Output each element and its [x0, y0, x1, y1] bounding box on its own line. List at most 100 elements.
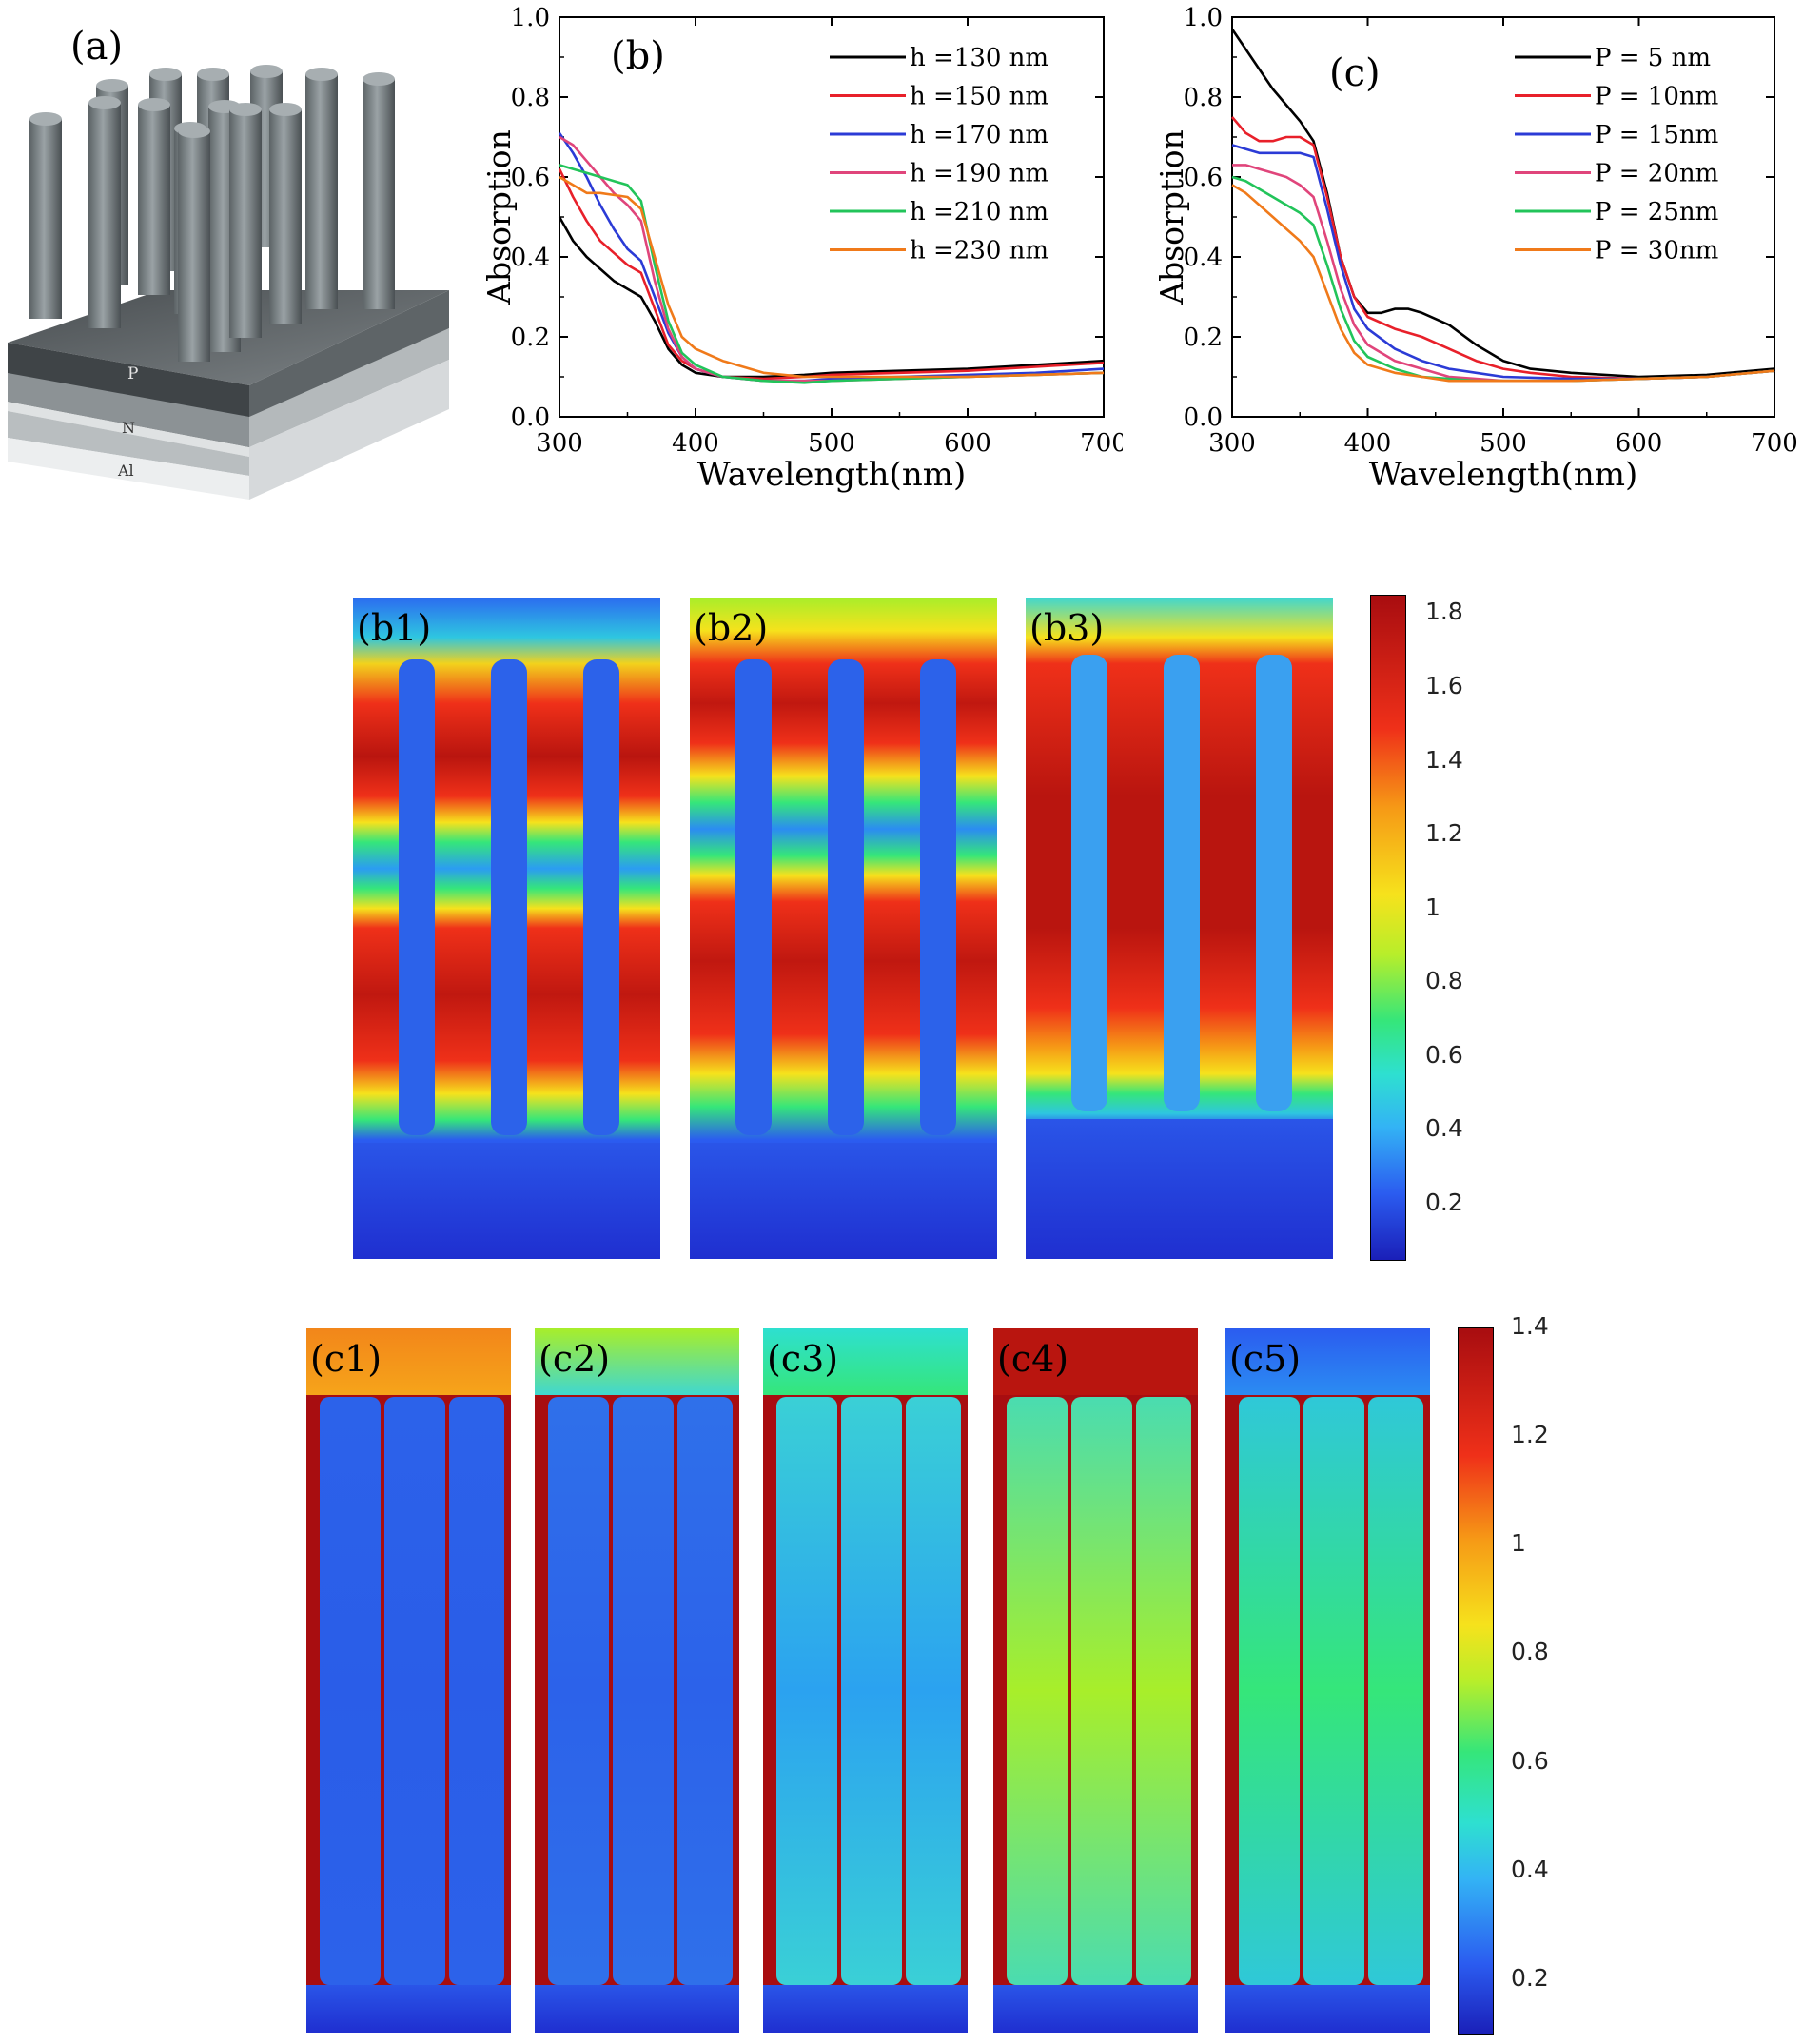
colorbar-tick-label: 1 — [1511, 1529, 1526, 1558]
x-tick-label: 300 — [1208, 429, 1256, 458]
legend-entry: h =230 nm — [910, 237, 1048, 265]
nanorod — [178, 131, 210, 362]
x-tick-label: 300 — [536, 429, 583, 458]
field-map-panel: (c1) — [306, 1328, 511, 2033]
field-map-label: (b3) — [1029, 607, 1105, 649]
field-map-label: (b2) — [694, 607, 769, 649]
y-tick-label: 0.0 — [1184, 403, 1223, 432]
field-map-label: (c3) — [767, 1338, 839, 1380]
colorbar-tick-label: 0.6 — [1425, 1040, 1463, 1069]
nanorod — [1256, 655, 1292, 1111]
field-map-panel: (b2) — [690, 598, 997, 1259]
nanorod — [1368, 1397, 1423, 1985]
y-tick-label: 0.6 — [511, 164, 550, 192]
nanorod — [305, 74, 338, 309]
colorbar-tick-label: 0.2 — [1511, 1963, 1549, 1992]
nanorod — [828, 659, 864, 1135]
colorbar-tick-label: 1 — [1425, 893, 1440, 921]
field-map-panel: (c4) — [993, 1328, 1198, 2033]
y-tick-label: 1.0 — [511, 4, 550, 32]
series-line — [1231, 184, 1775, 383]
nanorod — [384, 1397, 445, 1985]
x-tick-label: 600 — [944, 429, 991, 458]
colorbar-tick-label: 1.2 — [1511, 1421, 1549, 1449]
legend-entry: h =190 nm — [910, 160, 1048, 188]
series-line — [559, 164, 1105, 384]
nanorod — [677, 1397, 733, 1985]
nanorod — [613, 1397, 674, 1985]
series-line — [558, 168, 1105, 381]
legend-entry: h =130 nm — [910, 44, 1048, 72]
colorbar-tick-label: 0.4 — [1425, 1114, 1463, 1143]
legend-entry: h =210 nm — [910, 198, 1048, 226]
series-line — [558, 216, 1105, 379]
field-map-panel: (b3) — [1026, 598, 1333, 1259]
colorbar-tick-label: 0.8 — [1425, 967, 1463, 995]
y-tick-label: 0.2 — [1184, 324, 1223, 352]
colorbar-b — [1370, 595, 1406, 1261]
x-tick-label: 500 — [808, 429, 855, 458]
legend-entry: P = 5 nm — [1595, 44, 1711, 72]
x-tick-label: 400 — [672, 429, 719, 458]
x-axis-label: Wavelength(nm) — [1369, 456, 1637, 494]
legend-entry: h =170 nm — [910, 121, 1048, 149]
colorbar-tick-label: 1.6 — [1425, 671, 1463, 699]
colorbar-c — [1458, 1327, 1494, 2035]
nanorod — [29, 119, 62, 319]
panel-label: (c) — [1329, 51, 1381, 95]
colorbar-tick-label: 0.4 — [1511, 1855, 1549, 1883]
field-map-label: (c5) — [1229, 1338, 1302, 1380]
nanorod — [548, 1397, 609, 1985]
x-axis-label: Wavelength(nm) — [697, 456, 966, 494]
legend-entry: P = 25nm — [1595, 198, 1718, 226]
x-tick-label: 700 — [1751, 429, 1798, 458]
n-layer-front — [8, 411, 249, 476]
y-tick-label: 0.4 — [511, 244, 550, 272]
field-map-label: (c1) — [310, 1338, 382, 1380]
y-axis-label: Absorption — [1153, 129, 1190, 305]
nanorod — [449, 1397, 504, 1985]
nanorod — [906, 1397, 961, 1985]
schematic-panel: P N Al (a) — [0, 0, 457, 514]
nanorod — [491, 659, 527, 1135]
x-tick-label: 500 — [1480, 429, 1527, 458]
y-tick-label: 0.6 — [1184, 164, 1223, 192]
field-map-panel: (b1) — [353, 598, 660, 1259]
field-map-panel: (c3) — [763, 1328, 968, 2033]
layer-label-n: N — [122, 419, 135, 437]
x-tick-label: 600 — [1616, 429, 1663, 458]
y-axis-label: Absorption — [480, 129, 518, 305]
x-tick-label: 700 — [1080, 429, 1123, 458]
legend-entry: h =150 nm — [910, 83, 1048, 111]
nanorod — [138, 105, 170, 295]
nanorod — [1007, 1397, 1068, 1985]
legend-entry: P = 20nm — [1595, 160, 1718, 188]
nanorod — [1303, 1397, 1364, 1985]
nanorod — [269, 109, 302, 324]
nanorod — [1071, 655, 1107, 1111]
x-tick-label: 400 — [1344, 429, 1392, 458]
series-line — [559, 175, 1105, 379]
layer-label-p: P — [127, 364, 138, 383]
colorbar-tick-label: 0.6 — [1511, 1746, 1549, 1775]
panel-label: (b) — [611, 34, 665, 78]
colorbar-tick-label: 1.4 — [1425, 745, 1463, 774]
nanorod — [1136, 1397, 1191, 1985]
series-line — [1231, 116, 1775, 381]
field-map-label: (c2) — [539, 1338, 611, 1380]
colorbar-tick-label: 1.8 — [1425, 598, 1463, 626]
colorbar-tick-label: 1.2 — [1425, 819, 1463, 848]
colorbar-tick-label: 0.2 — [1425, 1188, 1463, 1216]
legend-entry: P = 15nm — [1595, 121, 1718, 149]
nanorod — [320, 1397, 381, 1985]
panel-label-a: (a) — [70, 25, 124, 69]
nanorod — [1071, 1397, 1132, 1985]
nanorod — [1239, 1397, 1300, 1985]
nanorod — [88, 103, 121, 328]
nanorod — [776, 1397, 837, 1985]
nanorod — [841, 1397, 902, 1985]
nanorod-schematic: P N Al — [8, 65, 449, 500]
y-tick-label: 0.8 — [1184, 84, 1223, 112]
y-tick-label: 1.0 — [1184, 4, 1223, 32]
field-map-panel: (c5) — [1225, 1328, 1430, 2033]
